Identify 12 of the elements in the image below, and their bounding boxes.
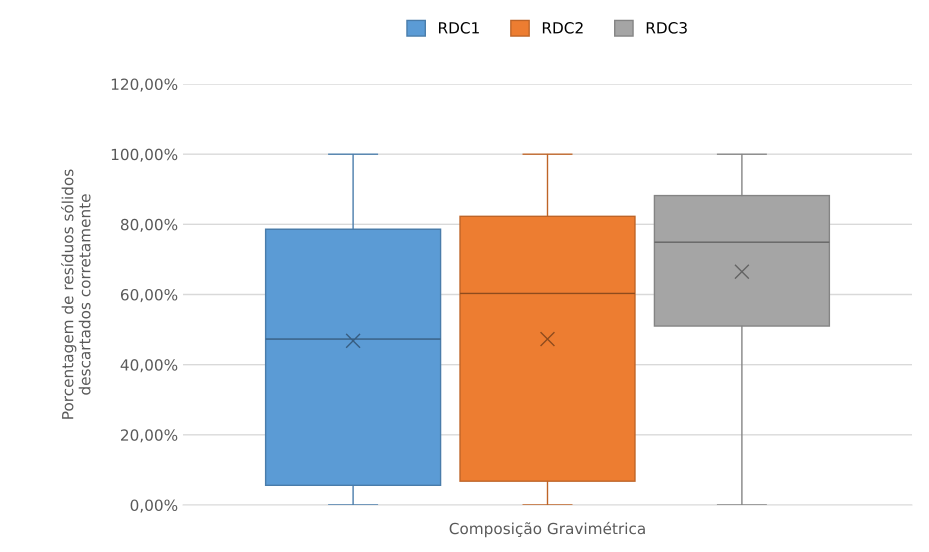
- legend-label: RDC3: [646, 22, 687, 34]
- legend-label: RDC2: [542, 22, 583, 34]
- y-tick-label: 20,00%: [121, 429, 178, 442]
- y-tick-label: 80,00%: [120, 218, 178, 232]
- x-tick-label: Composição Gravimétrica: [450, 522, 645, 538]
- legend-label: RDC1: [439, 22, 479, 34]
- y-tick-label: 0,00%: [130, 499, 178, 513]
- y-tick-label: 60,00%: [120, 288, 178, 302]
- y-tick-label: 120,00%: [112, 78, 178, 92]
- y-tick-label: 40,00%: [120, 359, 178, 372]
- y-tick-label: 100,00%: [112, 148, 178, 162]
- y-axis-title: Porcentagem de resíduos sólidos descartados corretamente: [60, 170, 91, 419]
